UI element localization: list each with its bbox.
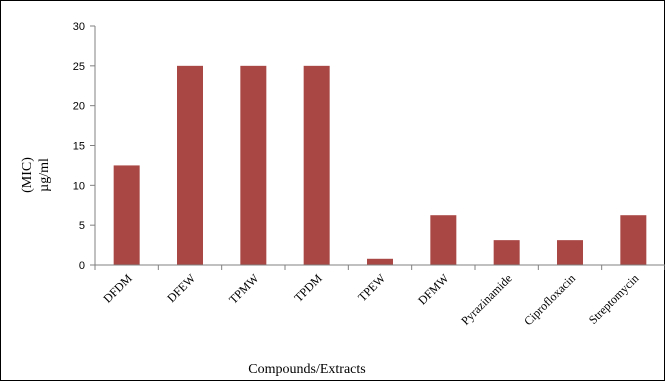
x-category-label: Pyrazinamide — [458, 271, 515, 328]
y-tick-label: 20 — [73, 101, 85, 113]
x-category-label: DFEW — [164, 271, 198, 305]
x-axis-title: Compounds/Extracts — [248, 362, 365, 377]
y-tick-label: 30 — [73, 21, 85, 33]
y-tick-label: 10 — [73, 180, 85, 192]
y-axis-title-line1: (MIC) — [20, 157, 35, 193]
bar-tpdm — [303, 65, 330, 265]
bar-ciprofloxacin — [557, 240, 583, 265]
y-tick-label: 0 — [79, 260, 85, 272]
x-axis: DFDM DFEW TPMW TPDM TPEW DFMW Pyrazinamide Cipr… — [94, 264, 665, 328]
x-category-label: TPMW — [226, 271, 262, 307]
bar-dfdm — [113, 165, 140, 265]
bar-streptomycin — [620, 215, 647, 265]
y-tick-label: 25 — [73, 61, 85, 73]
y-axis: 0 5 10 15 20 25 30 — [73, 21, 96, 272]
y-axis-title-line2: µg/ml — [37, 158, 52, 192]
x-category-label: TPDM — [291, 271, 325, 305]
bar-tpew — [367, 258, 393, 265]
x-category-label: DFMW — [415, 271, 452, 308]
y-tick-label: 15 — [73, 141, 85, 153]
bar-tpmw — [240, 65, 267, 265]
x-category-label: DFDM — [100, 271, 135, 306]
x-category-label: Ciprofloxacin — [521, 271, 578, 328]
bars — [113, 65, 647, 265]
x-category-label: TPEW — [355, 271, 388, 304]
bar-dfmw — [430, 215, 457, 265]
x-category-label: Streptomycin — [586, 271, 642, 327]
y-tick-label: 5 — [79, 220, 85, 232]
bar-dfew — [177, 65, 203, 265]
bar-pyrazinamide — [493, 240, 520, 265]
